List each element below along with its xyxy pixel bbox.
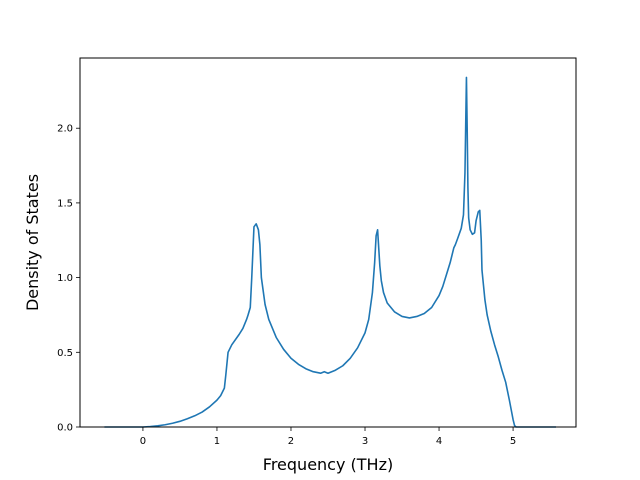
y-tick-label: 1.5 xyxy=(57,198,73,209)
x-tick-label: 5 xyxy=(510,436,516,447)
x-tick-label: 4 xyxy=(436,436,442,447)
dos-series-line-0 xyxy=(104,76,557,428)
y-tick-label: 0.5 xyxy=(57,348,73,359)
x-axis-label: Frequency (THz) xyxy=(263,455,393,474)
y-tick-label: 2.0 xyxy=(57,124,73,135)
x-tick-label: 0 xyxy=(140,436,146,447)
x-tick-label: 3 xyxy=(362,436,368,447)
x-tick-label: 1 xyxy=(214,436,220,447)
y-axis-label: Density of States xyxy=(23,174,42,311)
plot-area xyxy=(104,76,557,428)
ticks: 0 1 2 3 4 5 0.0 0.5 1.0 1.5 2.0 xyxy=(57,124,516,447)
x-tick-label: 2 xyxy=(288,436,294,447)
y-tick-label: 1.0 xyxy=(57,273,73,284)
y-tick-label: 0.0 xyxy=(57,423,73,434)
axes-frame xyxy=(79,57,577,428)
